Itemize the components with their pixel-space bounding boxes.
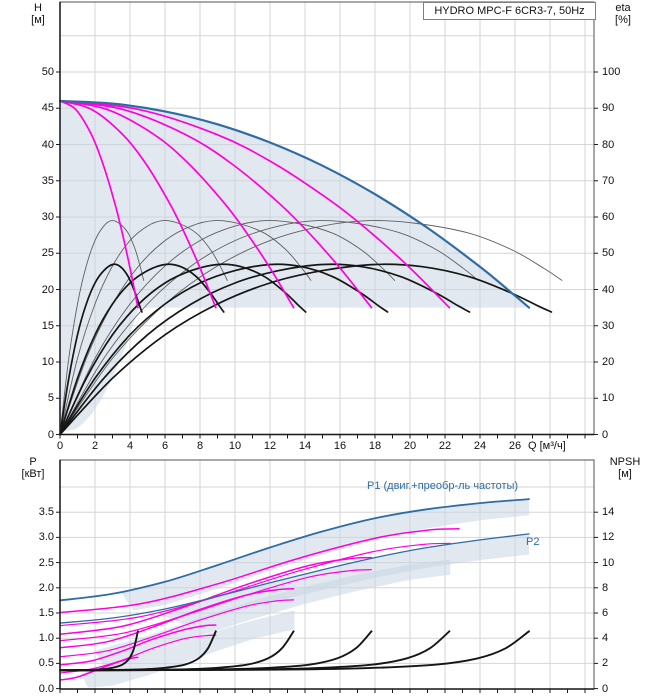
p-tick-label: 2.5 xyxy=(38,556,54,569)
q-tick-label: 26 xyxy=(508,440,522,452)
hq-max-speed-1-to-5-pumps xyxy=(59,100,373,309)
npsh-tick-label: 14 xyxy=(602,506,615,519)
hq-max-speed-1-to-5-pumps xyxy=(59,100,139,309)
shaded-operating-region xyxy=(95,559,451,668)
p-tick-label: 3.0 xyxy=(38,531,54,544)
eta-tick-label: 0 xyxy=(602,428,609,441)
npsh-tick-label: 0 xyxy=(602,682,609,695)
h-tick-label: 0 xyxy=(47,428,54,441)
p-tick-label: 1.5 xyxy=(38,607,54,619)
q-tick-label: 8 xyxy=(196,440,204,452)
h-tick-label: 50 xyxy=(41,66,54,78)
eta-tick-label: 100 xyxy=(602,66,621,78)
p-reduced-speed-3-pumps-b xyxy=(59,599,295,658)
h-axis-title: H [м] xyxy=(24,2,52,26)
p2-curve xyxy=(59,533,530,624)
p2-curve-label: P2 xyxy=(526,536,540,548)
q-tick-label: 18 xyxy=(368,440,382,452)
q-tick-label: 4 xyxy=(126,440,134,452)
hq-max-speed-1-to-5-pumps xyxy=(59,100,217,309)
eta-pump-1-to-6-pumps xyxy=(59,220,396,435)
shaded-operating-region xyxy=(81,610,295,688)
eta-axis-title: eta [%] xyxy=(606,2,640,26)
p-tick-label: 0.5 xyxy=(38,657,54,670)
p-reduced-speed-1-pump xyxy=(59,656,139,681)
p-tick-label: 0.0 xyxy=(38,682,54,695)
h-tick-label: 30 xyxy=(41,211,54,223)
q-tick-label: 24 xyxy=(473,440,487,452)
npsh-tick-label: 6 xyxy=(602,607,609,619)
eta-axis-unit: [%] xyxy=(615,14,631,26)
eta-tick-label: 20 xyxy=(602,356,615,368)
eta-tick-label: 30 xyxy=(602,319,615,332)
npsh-tick-label: 8 xyxy=(602,581,609,594)
p1-curve xyxy=(59,498,530,602)
p-reduced-speed-2-pumps-a xyxy=(59,624,217,666)
h-tick-label: 25 xyxy=(41,247,54,260)
h-tick-label: 35 xyxy=(41,174,54,187)
q-tick-label: 22 xyxy=(438,440,452,452)
q-tick-label: 2 xyxy=(91,440,99,452)
eta-total-1-to-6-pumps xyxy=(59,263,471,436)
q-tick-label: 10 xyxy=(228,440,242,452)
eta-pump-1-to-6-pumps xyxy=(59,220,228,435)
p1-curve-label: P1 (двиг.+преобр-ль частоты) xyxy=(367,480,519,492)
p-reduced-speed-5-pumps-b xyxy=(59,542,451,627)
p-axis-title: P [кВт] xyxy=(16,456,50,480)
eta-total-1-to-6-pumps xyxy=(59,263,389,436)
eta-tick-label: 10 xyxy=(602,392,615,405)
hq-max-speed-1-to-5-pumps xyxy=(59,100,295,309)
eta-tick-label: 40 xyxy=(602,283,615,296)
npsh-axis-unit: [м] xyxy=(618,468,632,480)
eta-axis-name: eta xyxy=(615,2,631,14)
q-tick-label: 16 xyxy=(333,440,347,452)
q-tick-label: 6 xyxy=(161,440,169,452)
npsh-tick-label: 10 xyxy=(602,556,615,569)
eta-tick-label: 80 xyxy=(602,138,615,151)
eta-tick-label: 60 xyxy=(602,211,615,223)
h-tick-label: 15 xyxy=(41,319,54,332)
npsh-tick-label: 2 xyxy=(602,657,609,670)
q-tick-label: 14 xyxy=(298,440,312,452)
eta-pump-1-to-6-pumps xyxy=(59,220,563,435)
eta-tick-label: 90 xyxy=(602,102,615,115)
h-tick-label: 10 xyxy=(41,356,54,368)
eta-pump-1-to-6-pumps xyxy=(59,220,145,435)
eta-total-1-to-6-pumps xyxy=(59,263,307,436)
p-tick-label: 1.0 xyxy=(38,632,54,645)
hq-max-speed-6-pumps xyxy=(58,99,531,309)
p-reduced-speed-3-pumps-a xyxy=(59,588,295,649)
eta-tick-label: 70 xyxy=(602,174,615,187)
eta-tick-label: 50 xyxy=(602,247,615,260)
h-tick-label: 45 xyxy=(41,102,54,115)
npsh-tick-label: 4 xyxy=(602,632,609,645)
h-tick-label: 20 xyxy=(41,283,54,296)
q-axis-unit-label: Q [м³/ч] xyxy=(528,440,566,452)
p-reduced-speed-4-pumps-a xyxy=(59,556,373,635)
p-tick-label: 2.0 xyxy=(38,581,54,594)
npsh-1-to-6-pumps xyxy=(59,630,530,672)
h-axis-unit: [м] xyxy=(31,14,45,26)
h-axis-name: H xyxy=(34,2,42,14)
p-tick-label: 3.5 xyxy=(38,506,54,519)
h-tick-label: 5 xyxy=(47,392,54,405)
q-tick-label: 20 xyxy=(403,440,417,452)
p-reduced-speed-5-pumps-a xyxy=(59,528,460,614)
eta-pump-1-to-6-pumps xyxy=(59,220,479,435)
npsh-axis-name: NPSH xyxy=(609,456,641,468)
hq-max-speed-1-to-5-pumps xyxy=(59,100,451,309)
q-tick-label: 0 xyxy=(56,440,64,452)
chart-title-box: HYDRO MPC-F 6CR3-7, 50Hz xyxy=(423,2,596,20)
q-tick-label: 12 xyxy=(263,440,277,452)
npsh-axis-title: NPSH [м] xyxy=(600,456,650,480)
npsh-tick-label: 12 xyxy=(602,531,615,544)
p-axis-unit: [кВт] xyxy=(21,468,45,480)
p-axis-name: P xyxy=(29,456,37,468)
h-tick-label: 40 xyxy=(41,138,54,151)
